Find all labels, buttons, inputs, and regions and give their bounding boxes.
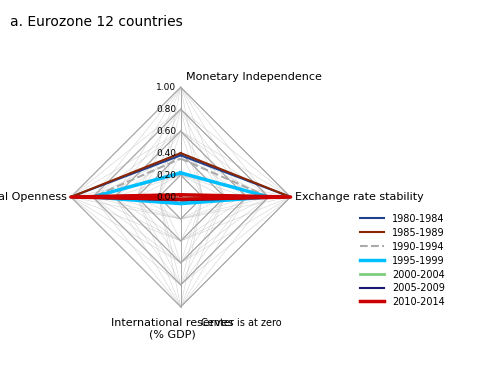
Text: 0.00: 0.00 xyxy=(156,192,176,201)
Legend: 1980-1984, 1985-1989, 1990-1994, 1995-1999, 2000-2004, 2005-2009, 2010-2014: 1980-1984, 1985-1989, 1990-1994, 1995-19… xyxy=(356,210,448,311)
Text: 0.80: 0.80 xyxy=(156,105,176,114)
Text: Monetary Independence: Monetary Independence xyxy=(186,72,322,82)
Text: Exchange rate stability: Exchange rate stability xyxy=(295,192,423,202)
Text: International reserves
(% GDP): International reserves (% GDP) xyxy=(110,318,233,339)
Text: Financial Openness: Financial Openness xyxy=(0,192,66,202)
Text: a. Eurozone 12 countries: a. Eurozone 12 countries xyxy=(10,15,182,29)
Text: Center is at zero: Center is at zero xyxy=(200,318,281,328)
Text: 1.00: 1.00 xyxy=(156,83,176,92)
Text: 0.40: 0.40 xyxy=(156,148,176,158)
Text: 0.20: 0.20 xyxy=(156,171,176,180)
Text: 0.60: 0.60 xyxy=(156,127,176,136)
